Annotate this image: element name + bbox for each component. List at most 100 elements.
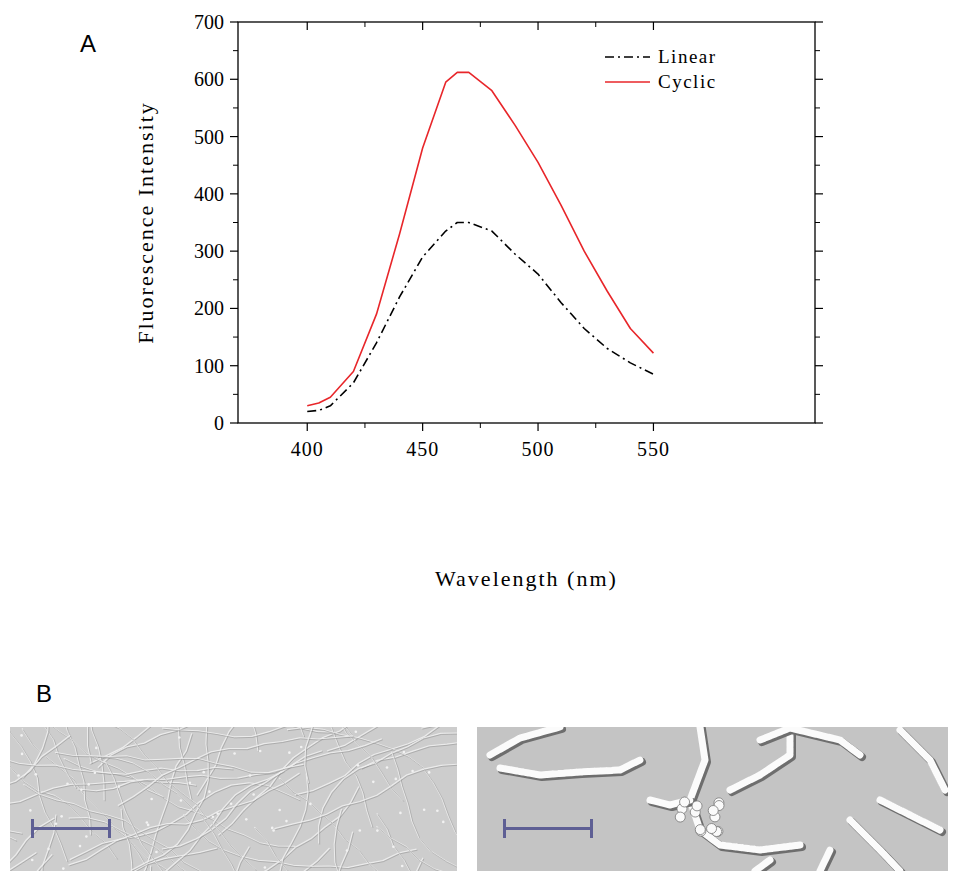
x-tick [653,423,654,431]
fibril-shadow [89,727,163,764]
fibril [112,827,281,871]
fibril [327,727,457,751]
fibril [330,832,353,871]
series-line [307,223,653,412]
fibril-shadow [193,727,305,737]
fibril-shadow [331,833,354,871]
scale-bar-end [503,819,506,838]
y-axis-title: Fluorescence Intensity [133,101,158,344]
legend-label: Cyclic [658,71,717,92]
y-minor-tick [815,50,820,51]
plot-frame [238,22,815,423]
fibril [10,762,22,834]
speck [79,845,82,848]
fibril-shadow [328,727,457,752]
speck [216,812,219,815]
speck [259,750,262,753]
y-tick-label: 700 [194,11,224,33]
y-tick [815,21,823,22]
fibril [14,727,48,778]
x-minor-tick [364,423,365,428]
fibril [10,727,117,859]
speck [66,782,69,785]
fibril-shadow [369,863,457,871]
speck [278,809,281,812]
fibril [118,736,353,806]
scale-bar-end [108,819,111,838]
speck [355,730,358,733]
y-minor-tick [815,394,820,395]
aggregate [850,820,900,871]
fibril-shadow [107,763,261,871]
x-tick [422,22,423,30]
fibril [197,727,292,795]
x-tick [537,22,538,30]
speck [34,773,37,776]
aggregate-cluster [675,812,685,822]
fibril-shadow [56,753,304,773]
fibril [295,727,457,795]
speck [264,866,267,869]
speck [62,867,65,870]
fibril-shadow [119,737,354,807]
y-minor-tick [815,222,820,223]
speck [272,829,275,832]
speck [233,752,236,755]
x-tick [307,423,308,431]
aggregate [690,727,800,850]
x-tick [537,423,538,431]
speck [285,820,288,823]
y-minor-tick [233,50,238,51]
fibril-shadow [378,827,458,871]
x-tick-label: 450 [406,438,439,460]
fibril-shadow [156,788,359,871]
fibril-shadow [15,727,49,779]
speck [442,821,445,824]
fibril [254,827,430,871]
y-tick-label: 200 [194,297,224,319]
fibril [377,813,423,871]
series-line [307,72,653,405]
fibril-shadow [10,727,164,798]
fibril-shadow [378,814,424,871]
speck [180,799,183,802]
speck [29,809,32,812]
x-minor-tick [480,22,481,27]
x-minor-tick [364,22,365,27]
fibril [10,735,70,851]
speck [147,824,150,827]
fibril [106,762,260,871]
speck [386,766,389,769]
fibril [226,847,250,871]
y-tick [815,251,823,252]
speck [117,785,120,788]
speck [288,751,291,754]
aggregate [900,730,945,790]
y-tick [230,79,238,80]
y-minor-tick [233,337,238,338]
micrograph [477,727,948,871]
y-tick-label: 400 [194,183,224,205]
scale-bar [32,827,110,830]
y-minor-tick [815,165,820,166]
fibril [10,818,54,871]
y-minor-tick [815,279,820,280]
fibril-shadow [227,848,251,871]
fibril [368,862,457,871]
fibril [162,739,382,849]
fibril [10,750,233,775]
speck [309,803,312,806]
speck [245,818,248,821]
fibril-shadow [104,734,193,871]
fibril [274,762,457,829]
speck [395,778,398,781]
y-minor-tick [233,222,238,223]
aggregate [760,728,860,755]
fibril [10,852,36,871]
fibril [10,735,16,841]
speck [202,771,205,774]
y-tick-label: 300 [194,240,224,262]
y-tick-label: 0 [214,412,224,434]
speck [55,822,58,825]
y-tick [230,193,238,194]
